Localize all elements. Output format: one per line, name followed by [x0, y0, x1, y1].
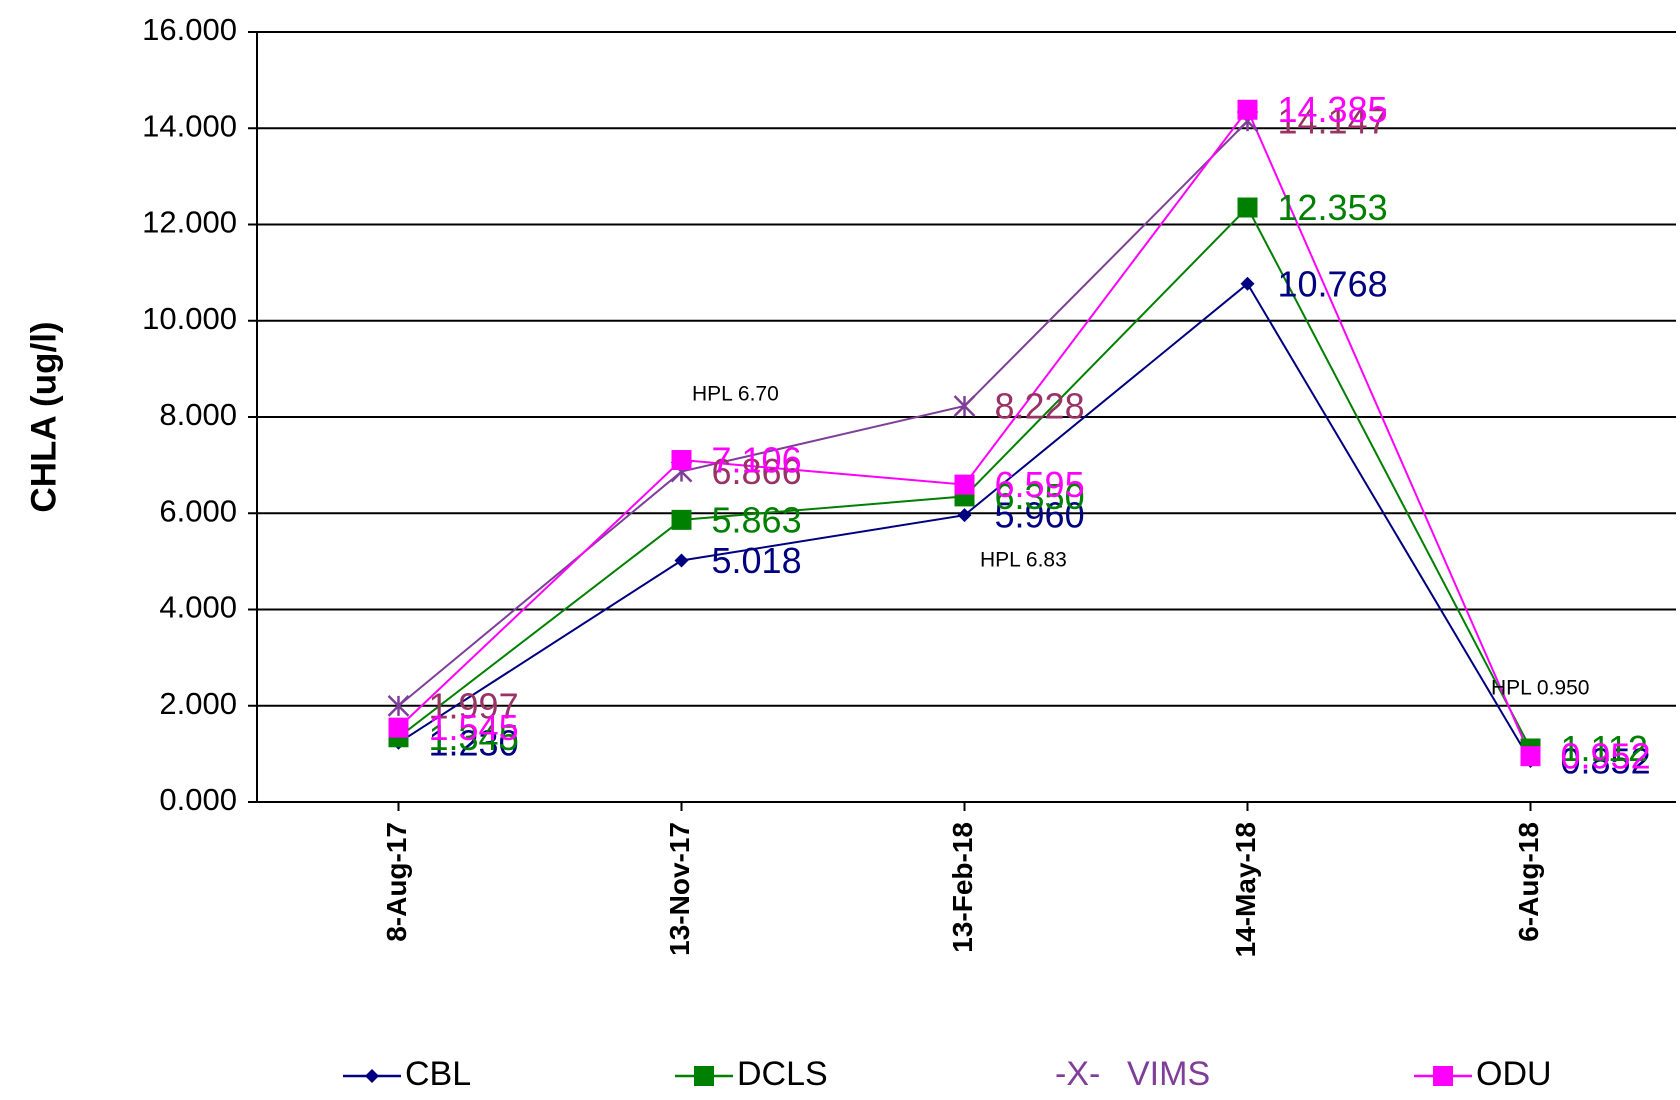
- data-label: 12.353: [1278, 187, 1388, 228]
- data-label: 5.863: [712, 499, 802, 540]
- annotation: HPL 6.70: [692, 383, 779, 406]
- y-tick-label: 0.000: [159, 782, 237, 817]
- marker: [671, 509, 692, 530]
- marker: [388, 717, 409, 738]
- x-tick-label: 13-Feb-18: [947, 822, 978, 953]
- y-tick-label: 8.000: [159, 397, 237, 432]
- data-label: 6.866: [712, 451, 802, 492]
- series-line: [397, 120, 1249, 707]
- data-label: 1.997: [429, 685, 519, 726]
- y-tick-label: 4.000: [159, 590, 237, 625]
- y-tick-label: 2.000: [159, 686, 237, 721]
- marker: [957, 508, 972, 523]
- data-label: 5.960: [995, 495, 1085, 536]
- y-tick-label: 6.000: [159, 493, 237, 528]
- marker: [674, 553, 689, 568]
- data-label: 1.112: [1561, 728, 1648, 769]
- legend-marker: [365, 1069, 379, 1083]
- data-label: 1.230: [429, 722, 519, 763]
- x-tick-label: 13-Nov-17: [664, 822, 695, 956]
- data-label: 8.228: [995, 386, 1085, 427]
- marker: [1237, 99, 1258, 120]
- y-tick-label: 14.000: [142, 108, 237, 143]
- annotation: HPL 6.83: [980, 549, 1067, 572]
- data-label: 6.350: [995, 476, 1085, 517]
- marker: [1520, 746, 1541, 767]
- data-label: 6.595: [995, 464, 1085, 505]
- marker: [1240, 276, 1255, 291]
- y-tick-label: 16.000: [142, 12, 237, 47]
- y-tick-label: 12.000: [142, 205, 237, 240]
- data-label: 0.952: [1561, 736, 1651, 777]
- x-tick-label: 6-Aug-18: [1513, 822, 1544, 942]
- data-label: 1.545: [429, 707, 519, 748]
- legend-label: DCLS: [737, 1055, 828, 1093]
- data-label: 7.106: [712, 440, 802, 481]
- marker: [1237, 197, 1258, 218]
- annotation: HPL 0.950: [1491, 677, 1589, 700]
- y-tick-label: 10.000: [142, 301, 237, 336]
- marker: [387, 695, 410, 717]
- y-axis-label: CHLA (ug/l): [24, 321, 63, 512]
- data-label: 1.345: [429, 717, 519, 758]
- data-label: 14.385: [1278, 89, 1388, 130]
- data-label: 5.018: [712, 540, 802, 581]
- legend-marker: [1433, 1066, 1453, 1086]
- legend-label: VIMS: [1127, 1055, 1210, 1093]
- data-label: 10.768: [1278, 263, 1388, 304]
- legend-marker: [694, 1066, 714, 1086]
- data-label: 0.852: [1561, 741, 1651, 782]
- marker: [953, 395, 976, 417]
- legend-symbol: -X-: [1055, 1055, 1100, 1093]
- marker: [954, 474, 975, 495]
- data-label: 14.147: [1278, 101, 1388, 142]
- legend-label: CBL: [405, 1055, 471, 1093]
- x-tick-label: 8-Aug-17: [381, 822, 412, 942]
- marker: [671, 450, 692, 471]
- series-line: [397, 282, 1532, 762]
- x-tick-label: 14-May-18: [1230, 822, 1261, 957]
- legend-label: ODU: [1476, 1055, 1552, 1093]
